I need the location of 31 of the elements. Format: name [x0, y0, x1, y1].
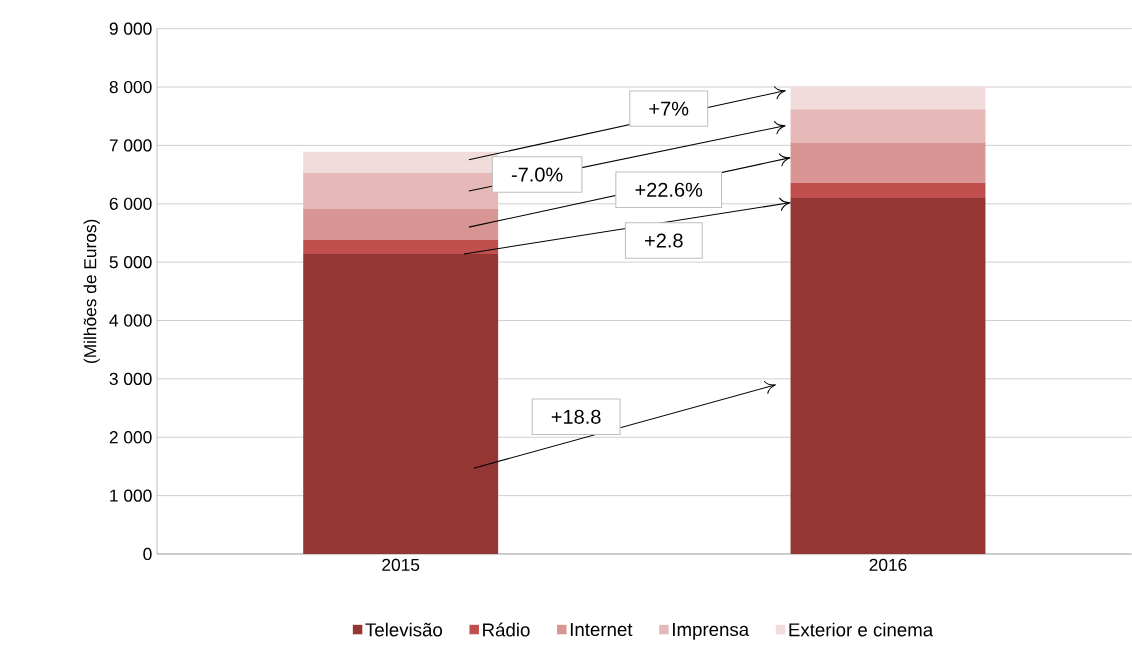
y-axis-title: (Milhões de Euros): [83, 219, 100, 363]
annotation: +2.8: [645, 233, 683, 248]
bar: [790, 86, 986, 110]
annotation: +22.6%: [635, 182, 703, 197]
bar: [303, 239, 499, 254]
bar: [303, 209, 499, 240]
bar: [303, 253, 499, 554]
y-tick-label: 4 000: [109, 314, 152, 327]
annotation: +7%: [649, 101, 689, 116]
y-tick-label: 0: [143, 547, 152, 561]
annotation: +18.8: [551, 409, 601, 424]
y-tick-label: 3 000: [109, 372, 152, 386]
legend-label: Imprensa: [673, 623, 750, 640]
y-tick-label: 5 000: [109, 256, 152, 269]
legend-label: Rádio: [483, 622, 530, 637]
x-tick-label: 2015: [382, 558, 420, 571]
annotation: -7.0%: [511, 167, 563, 182]
bar: [790, 142, 986, 183]
legend-label: Internet: [570, 623, 633, 637]
bar: [790, 182, 986, 198]
y-tick-label: 9 000: [109, 22, 152, 35]
bar: [790, 109, 986, 143]
x-tick-label: 2016: [869, 558, 907, 571]
y-tick-label: 2 000: [109, 431, 152, 444]
bar: [790, 197, 986, 554]
y-tick-label: 6 000: [109, 197, 152, 210]
legend-label: Exterior e cinema: [789, 622, 934, 637]
y-tick-label: 1 000: [110, 489, 152, 502]
y-tick-label: 8 000: [109, 80, 152, 94]
y-tick-label: 7 000: [109, 139, 152, 152]
legend-label: Televisão: [365, 622, 443, 637]
